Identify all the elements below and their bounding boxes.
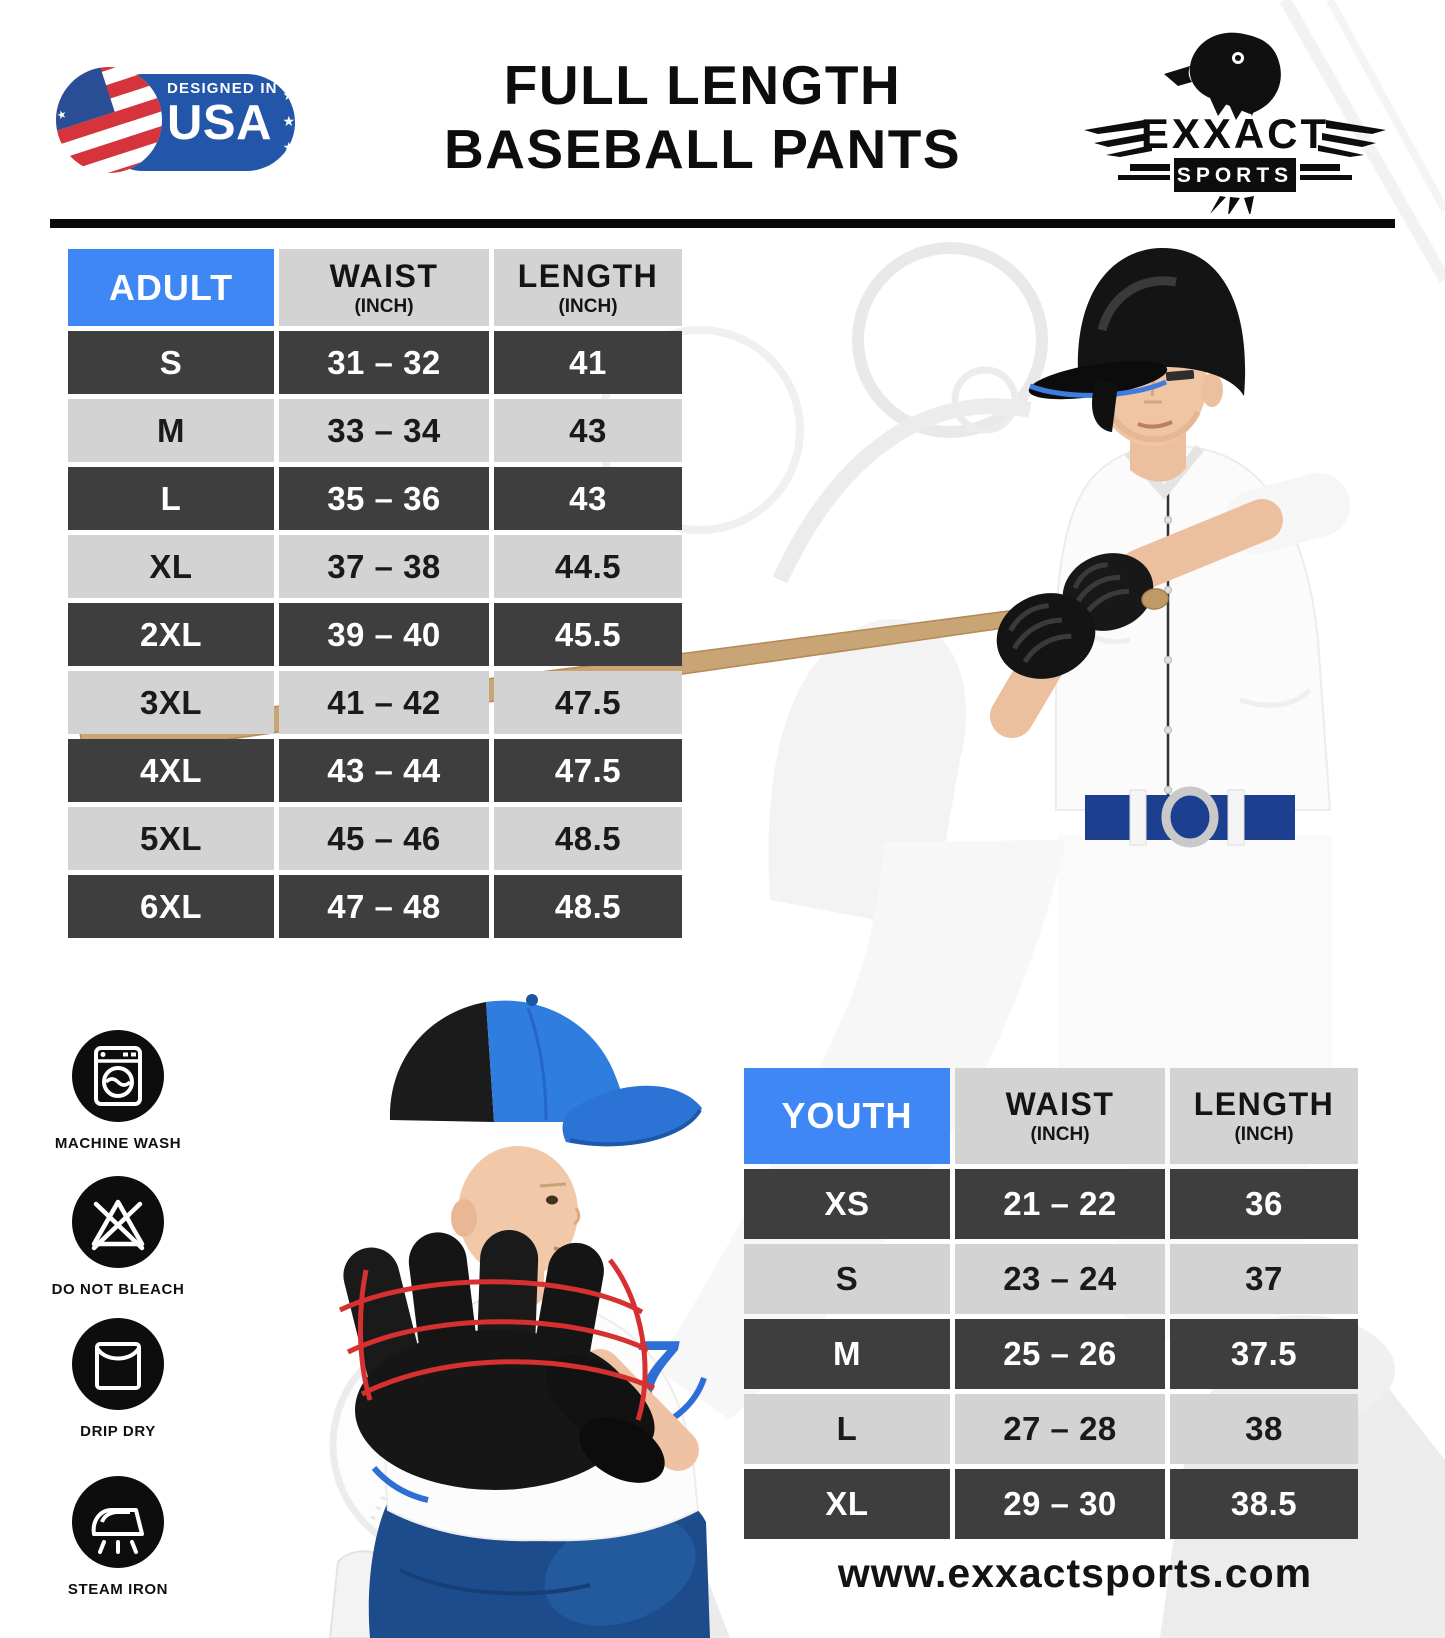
length-cell: 38.5 — [1170, 1469, 1358, 1539]
size-cell: S — [744, 1244, 950, 1314]
youth-waist-header: WAIST (INCH) — [955, 1068, 1165, 1164]
waist-cell: 43 – 44 — [279, 739, 489, 802]
waist-cell: 41 – 42 — [279, 671, 489, 734]
waist-cell: 35 – 36 — [279, 467, 489, 530]
size-cell: 4XL — [68, 739, 274, 802]
designed-in-usa-badge: DESIGNED IN USA ★★★ ★ ★ ★ ★ ★ — [55, 60, 305, 188]
forearm — [1119, 499, 1283, 591]
size-cell: 6XL — [68, 875, 274, 938]
youth-size-table: YOUTH WAIST (INCH) LENGTH (INCH) XS 21 –… — [744, 1068, 1358, 1539]
title-line-1: FULL LENGTH — [503, 54, 902, 116]
size-cell: S — [68, 331, 274, 394]
length-cell: 43 — [494, 467, 682, 530]
waist-cell: 39 – 40 — [279, 603, 489, 666]
bat-knob — [1141, 588, 1169, 610]
care-label: DO NOT BLEACH — [51, 1281, 185, 1298]
waist-cell: 29 – 30 — [955, 1469, 1165, 1539]
size-cell: M — [744, 1319, 950, 1389]
waist-cell: 33 – 34 — [279, 399, 489, 462]
drip-dry-icon — [72, 1318, 164, 1410]
exxact-sports-logo: EXXACT SPORTS — [1084, 32, 1386, 214]
baseball-glove — [338, 1230, 665, 1490]
size-cell: 3XL — [68, 671, 274, 734]
care-label: MACHINE WASH — [54, 1135, 182, 1152]
eye-black — [1165, 369, 1195, 382]
length-cell: 38 — [1170, 1394, 1358, 1464]
waist-cell: 27 – 28 — [955, 1394, 1165, 1464]
length-cell: 48.5 — [494, 875, 682, 938]
ear — [1201, 373, 1223, 407]
baseball-cap — [486, 1000, 626, 1122]
care-label: STEAM IRON — [67, 1581, 169, 1598]
care-item-machine-wash: MACHINE WASH — [23, 1030, 213, 1152]
length-cell: 37 — [1170, 1244, 1358, 1314]
usa-flag-icon: ★ ★ ★ ★ ★ ★ ★ ★ ★ ★ ★ ★ ★ ★ ★ ★ ★ ★ ★ ★ … — [55, 67, 162, 173]
machine-wash-icon — [72, 1030, 164, 1122]
size-cell: L — [744, 1394, 950, 1464]
header-divider — [50, 219, 1395, 228]
waist-cell: 31 – 32 — [279, 331, 489, 394]
length-cell: 36 — [1170, 1169, 1358, 1239]
steam-iron-icon — [72, 1476, 164, 1568]
waist-cell: 21 – 22 — [955, 1169, 1165, 1239]
care-item-steam-iron: STEAM IRON — [23, 1476, 213, 1598]
length-cell: 44.5 — [494, 535, 682, 598]
size-cell: L — [68, 467, 274, 530]
logo-subbrand-text: SPORTS — [1177, 164, 1293, 187]
youth-group-header: YOUTH — [744, 1068, 950, 1164]
website-url: www.exxactsports.com — [837, 1550, 1313, 1596]
eagle-icon — [1164, 32, 1281, 120]
length-cell: 41 — [494, 331, 682, 394]
kid-player-photo: 7 — [328, 994, 710, 1638]
logo-wing-bars — [1084, 120, 1386, 180]
adult-group-header: ADULT — [68, 249, 274, 326]
waist-cell: 23 – 24 — [955, 1244, 1165, 1314]
badge-usa-label: USA — [167, 96, 272, 150]
size-cell: 2XL — [68, 603, 274, 666]
cap-back-panel — [389, 1002, 494, 1122]
batting-helmet — [1077, 247, 1246, 398]
cap-brim — [562, 1085, 702, 1147]
adult-length-header: LENGTH (INCH) — [494, 249, 682, 326]
size-cell: XL — [744, 1469, 950, 1539]
length-cell: 43 — [494, 399, 682, 462]
length-cell: 45.5 — [494, 603, 682, 666]
size-cell: XS — [744, 1169, 950, 1239]
waist-cell: 47 – 48 — [279, 875, 489, 938]
care-label: DRIP DRY — [80, 1423, 156, 1440]
youth-length-header: LENGTH (INCH) — [1170, 1068, 1358, 1164]
length-cell: 48.5 — [494, 807, 682, 870]
logo-tail-feathers — [1210, 196, 1254, 214]
size-cell: XL — [68, 535, 274, 598]
size-cell: 5XL — [68, 807, 274, 870]
length-cell: 47.5 — [494, 671, 682, 734]
do-not-bleach-icon — [72, 1176, 164, 1268]
belt-buckle — [1161, 786, 1219, 848]
care-item-do-not-bleach: DO NOT BLEACH — [23, 1176, 213, 1298]
glove-laces — [338, 1258, 655, 1421]
length-cell: 37.5 — [1170, 1319, 1358, 1389]
page-title: FULL LENGTH BASEBALL PANTS — [380, 54, 1025, 182]
adult-waist-header: WAIST (INCH) — [279, 249, 489, 326]
adult-size-table: ADULT WAIST (INCH) LENGTH (INCH) S 31 – … — [68, 249, 682, 938]
title-line-2: BASEBALL PANTS — [443, 117, 962, 180]
badge-stars: ★ ★ ★ — [282, 87, 295, 155]
waist-cell: 25 – 26 — [955, 1319, 1165, 1389]
badge-designed-in-label: DESIGNED IN — [167, 80, 278, 97]
logo-brand-text: EXXACT — [1141, 110, 1329, 157]
size-cell: M — [68, 399, 274, 462]
waist-cell: 37 – 38 — [279, 535, 489, 598]
batting-glove — [996, 593, 1096, 679]
length-cell: 47.5 — [494, 739, 682, 802]
waist-cell: 45 – 46 — [279, 807, 489, 870]
care-item-drip-dry: DRIP DRY — [23, 1318, 213, 1440]
svg-text:★ ★ ★ ★ ★: ★ ★ ★ ★ ★ — [55, 78, 59, 108]
